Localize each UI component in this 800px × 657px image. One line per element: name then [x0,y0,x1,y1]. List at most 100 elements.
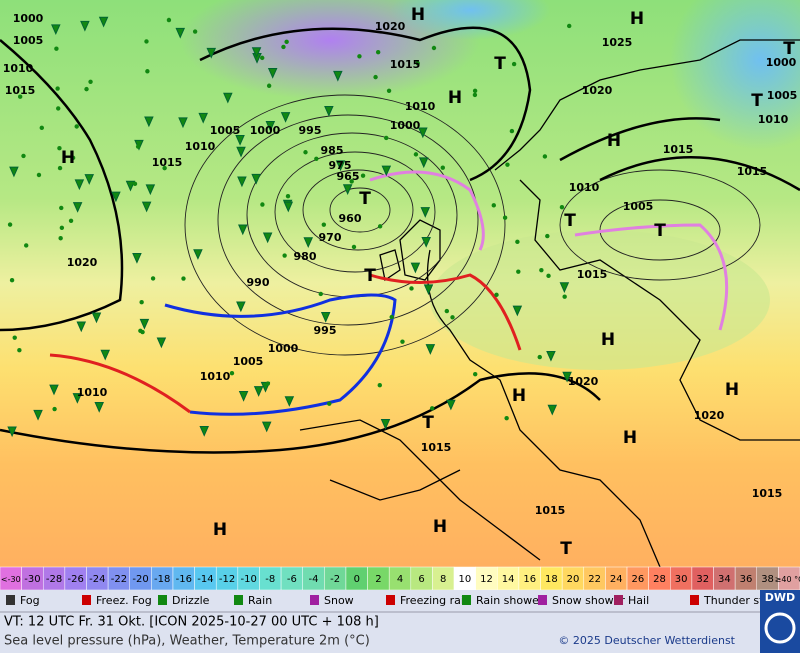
rain-dot [440,165,445,170]
pressure-system: H [448,88,462,108]
legend-label: Freez. Fog [96,594,152,607]
scale-label: -30 [24,574,40,585]
shower-symbol [446,399,456,411]
rain-dot [386,88,392,94]
rain-dot [260,202,265,207]
scale-label: -6 [287,574,297,585]
scale-label: -10 [240,574,256,585]
rain-dot [57,165,63,171]
legend-icon [82,595,91,605]
shower-symbol [237,176,247,188]
isobar-label: 1010 [405,100,436,113]
rain-dot [472,92,478,98]
rain-dot [351,244,357,250]
shower-symbol [333,70,343,82]
isobar-label: 1000 [13,12,44,25]
pressure-system: H [433,517,447,537]
legend: Fog Freez. Fog Drizzle Rain Snow Freezing rai… [6,594,785,607]
scale-label: -28 [46,574,62,585]
rain-dot [511,61,517,67]
scale-label: 4 [397,574,403,585]
shower-symbol [141,201,152,213]
rain-dot [162,165,167,171]
shower-symbol [262,232,273,244]
legend-label: Rain [248,594,272,607]
rain-dot [494,292,499,298]
shower-symbol [267,68,278,79]
product: Sea level pressure (hPa), Weather, Tempe… [4,634,370,649]
rain-dot [282,253,287,258]
pressure-system: H [601,330,615,350]
rain-dot [260,55,265,61]
rain-dot [314,156,319,161]
isobar-label: 1010 [200,370,231,383]
shower-symbol [547,404,558,416]
isobar-label: 1000 [268,342,299,355]
isobar-label: 1005 [623,200,654,213]
pressure-system: T [364,266,376,286]
isobar-label: 1015 [663,143,694,156]
rain-dot [166,17,172,23]
temperature-scale: <-30 -30 -28 -26 -24 -22 -20 -18 -16 -14 -12 -10 -8-… [0,566,800,591]
pressure-system: T [564,211,576,231]
rain-dot [84,86,89,92]
shower-symbol [559,282,570,293]
rain-dot [281,44,286,50]
shower-symbol [546,350,556,362]
rain-dot [413,152,419,157]
rain-dot [473,371,478,377]
legend-icon [158,595,167,605]
rain-dot [472,88,478,94]
isobar-label: 1010 [77,386,108,399]
shower-symbol [156,337,167,349]
scale-label: -22 [111,574,127,585]
rain-dot [59,205,64,211]
rain-dot [285,193,291,199]
rain-dot [444,308,450,314]
legend-label: Snow [324,594,354,607]
rain-dot [409,286,414,291]
shower-symbol [418,157,429,169]
shower-symbol [178,117,188,129]
shower-symbol [261,421,272,433]
shower-symbol [238,224,248,236]
rain-dot [132,181,138,187]
scale-label: -4 [309,574,319,585]
legend-label: Drizzle [172,594,210,607]
rain-dot [36,172,42,178]
scale-label: -16 [176,574,192,585]
scale-label: 30 [675,574,688,585]
isobar-label: 1010 [185,140,216,153]
shower-symbol [74,179,85,191]
isobar-label: 1005 [13,34,44,47]
isobar-label: 1015 [5,84,36,97]
rain-dot [357,54,362,59]
scale-label: 16 [523,574,536,585]
rain-dot [12,335,17,340]
rain-dot [56,106,61,111]
shower-symbol [80,20,90,32]
shower-symbol [421,236,431,248]
shower-symbol [72,393,83,404]
copyright: © 2025 Deutscher Wetterdienst [558,634,735,647]
isobar-label: 990 [247,276,270,289]
shower-symbol [33,409,43,421]
rain-dot [505,162,510,167]
isobar-label: 1020 [582,84,613,97]
isobar-label: 1015 [752,487,783,500]
pressure-system: T [359,189,371,209]
legend-icon [690,595,699,605]
rain-dot [144,39,149,44]
rain-dot [562,294,567,299]
isobar-label: 1025 [602,36,633,49]
map-area: 1000 1005 1010 1015 1020 1015 1010 1000 1005 1000… [0,0,800,568]
isobar-label: 1000 [250,124,281,137]
shower-symbol [91,312,102,324]
isobar-label: 965 [337,170,360,183]
isobar-label: 980 [294,250,317,263]
shower-symbol [410,262,421,274]
shower-symbol [420,207,431,218]
rain-dot [373,74,378,80]
scale-label: -24 [89,574,105,585]
legend-icon [538,595,547,605]
